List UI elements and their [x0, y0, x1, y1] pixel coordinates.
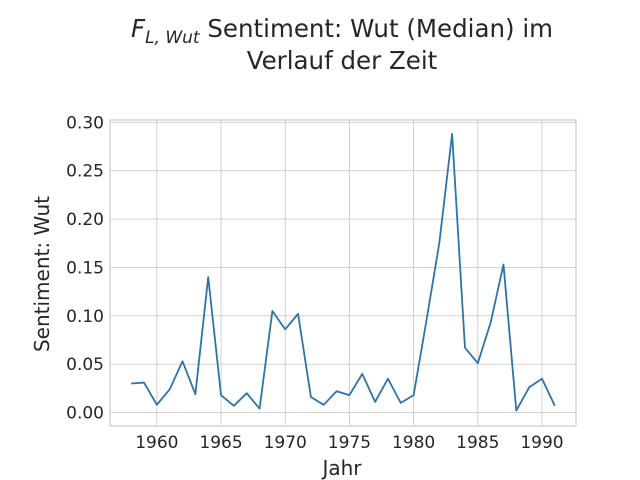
x-axis-label: Jahr [320, 456, 362, 480]
y-tick-label: 0.25 [66, 162, 104, 182]
y-tick-label: 0.15 [66, 258, 104, 278]
x-tick-label: 1985 [456, 433, 499, 453]
y-tick-label: 0.05 [66, 355, 104, 375]
x-gridlines [156, 120, 543, 426]
x-tick-label: 1960 [135, 433, 178, 453]
chart-title-line-1: FL, Wut Sentiment: Wut (Median) im [131, 14, 553, 48]
plot-frame [109, 119, 577, 427]
x-tick-labels: 1960 1965 1970 1975 1980 1985 1990 [135, 433, 563, 453]
x-tick-label: 1965 [199, 433, 242, 453]
title-line-1-text: Sentiment: Wut (Median) im [200, 14, 553, 43]
y-tick-label: 0.20 [66, 210, 104, 230]
y-tick-label: 0.00 [66, 404, 104, 424]
series-points [131, 133, 555, 411]
title-math-symbol: F [131, 14, 146, 43]
y-gridlines [110, 121, 576, 414]
y-tick-labels: 0.00 0.05 0.10 0.15 0.20 0.25 0.30 [66, 113, 104, 423]
y-tick-label: 0.30 [66, 113, 104, 133]
title-math-subscript: L, Wut [145, 28, 201, 48]
y-tick-label: 0.10 [66, 307, 104, 327]
chart-title-line-2: Verlauf der Zeit [247, 46, 438, 75]
y-axis-label: Sentiment: Wut [30, 196, 54, 352]
x-tick-label: 1975 [328, 433, 371, 453]
x-tick-label: 1970 [264, 433, 307, 453]
series-line [131, 133, 556, 412]
x-tick-label: 1980 [392, 433, 435, 453]
x-tick-label: 1990 [520, 433, 563, 453]
